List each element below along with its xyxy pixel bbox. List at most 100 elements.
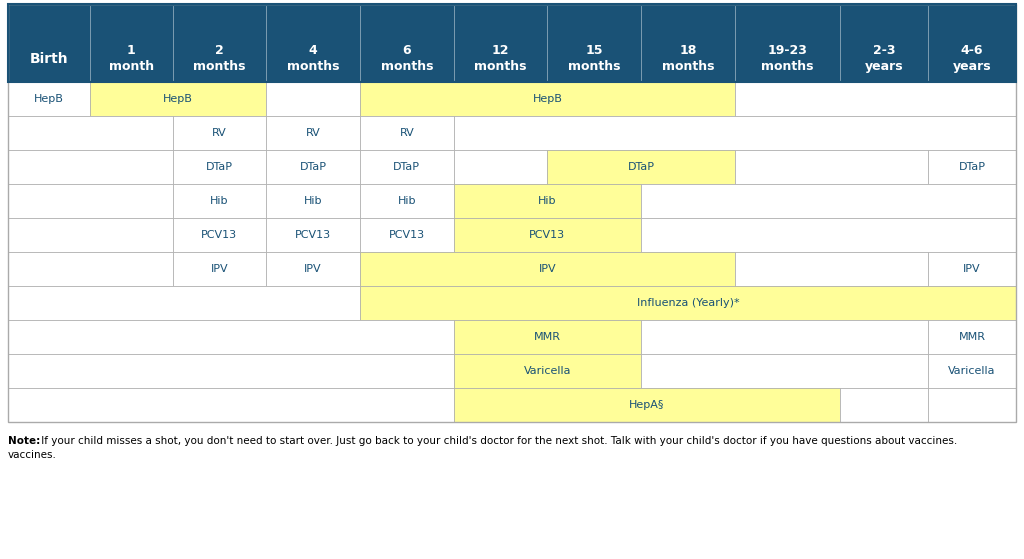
Text: vaccines.: vaccines. xyxy=(8,450,57,460)
Text: MMR: MMR xyxy=(534,332,561,342)
Text: 4: 4 xyxy=(309,44,317,58)
Bar xyxy=(8,218,173,252)
Bar xyxy=(641,218,1016,252)
Text: If your child misses a shot, you don't need to start over. Just go back to your : If your child misses a shot, you don't n… xyxy=(38,436,957,446)
Text: 1: 1 xyxy=(127,44,136,58)
Text: Hib: Hib xyxy=(539,196,557,206)
Bar xyxy=(454,354,641,388)
Text: 2-3: 2-3 xyxy=(872,44,895,58)
Text: IPV: IPV xyxy=(211,264,228,274)
Text: Varicella: Varicella xyxy=(523,366,571,376)
Text: Hib: Hib xyxy=(210,196,228,206)
Text: DTaP: DTaP xyxy=(628,162,654,172)
Bar xyxy=(928,320,1016,354)
Bar xyxy=(454,116,1016,150)
Bar xyxy=(360,286,1016,320)
Bar xyxy=(8,82,90,116)
Bar xyxy=(8,4,1016,82)
Bar xyxy=(360,116,454,150)
Bar xyxy=(8,320,454,354)
Bar xyxy=(173,218,266,252)
Text: IPV: IPV xyxy=(539,264,556,274)
Bar xyxy=(8,184,173,218)
Text: years: years xyxy=(952,60,991,73)
Text: DTaP: DTaP xyxy=(393,162,421,172)
Text: DTaP: DTaP xyxy=(958,162,985,172)
Text: years: years xyxy=(864,60,903,73)
Bar xyxy=(360,218,454,252)
Bar xyxy=(266,82,360,116)
Text: months: months xyxy=(194,60,246,73)
Bar xyxy=(928,354,1016,388)
Bar xyxy=(266,116,360,150)
Bar xyxy=(90,82,266,116)
Text: IPV: IPV xyxy=(964,264,981,274)
Text: IPV: IPV xyxy=(304,264,322,274)
Bar xyxy=(8,4,1016,422)
Bar xyxy=(8,4,1016,82)
Bar xyxy=(173,116,266,150)
Bar xyxy=(641,320,928,354)
Bar xyxy=(735,150,928,184)
Bar xyxy=(641,354,928,388)
Bar xyxy=(173,252,266,286)
Bar xyxy=(266,252,360,286)
Bar xyxy=(8,286,360,320)
Bar xyxy=(266,184,360,218)
Text: 6: 6 xyxy=(402,44,412,58)
Text: 2: 2 xyxy=(215,44,224,58)
Bar xyxy=(454,320,641,354)
Text: Influenza (Yearly)*: Influenza (Yearly)* xyxy=(637,298,739,308)
Bar xyxy=(928,150,1016,184)
Text: 15: 15 xyxy=(586,44,603,58)
Text: Birth: Birth xyxy=(30,51,69,65)
Text: months: months xyxy=(474,60,526,73)
Text: months: months xyxy=(568,60,621,73)
Bar xyxy=(735,82,1016,116)
Bar xyxy=(8,354,454,388)
Text: months: months xyxy=(662,60,715,73)
Bar xyxy=(173,184,266,218)
Text: Hib: Hib xyxy=(304,196,323,206)
Bar xyxy=(735,252,928,286)
Text: 12: 12 xyxy=(492,44,509,58)
Text: DTaP: DTaP xyxy=(206,162,232,172)
Text: RV: RV xyxy=(399,128,415,138)
Text: DTaP: DTaP xyxy=(300,162,327,172)
Text: PCV13: PCV13 xyxy=(389,230,425,240)
Bar xyxy=(641,184,1016,218)
Bar xyxy=(454,388,840,422)
Bar xyxy=(8,150,173,184)
Bar xyxy=(548,150,735,184)
Text: 4-6: 4-6 xyxy=(961,44,983,58)
Bar xyxy=(840,388,928,422)
Text: PCV13: PCV13 xyxy=(295,230,331,240)
Bar xyxy=(266,150,360,184)
Bar xyxy=(360,150,454,184)
Text: RV: RV xyxy=(212,128,226,138)
Bar xyxy=(266,218,360,252)
Bar xyxy=(8,388,454,422)
Text: HepB: HepB xyxy=(164,94,194,104)
Text: MMR: MMR xyxy=(958,332,985,342)
Text: months: months xyxy=(287,60,339,73)
Text: 18: 18 xyxy=(679,44,696,58)
Text: month: month xyxy=(109,60,154,73)
Text: RV: RV xyxy=(306,128,321,138)
Bar xyxy=(454,184,641,218)
Text: Hib: Hib xyxy=(397,196,416,206)
Bar xyxy=(360,184,454,218)
Bar xyxy=(8,116,173,150)
Text: Note:: Note: xyxy=(8,436,40,446)
Bar xyxy=(173,150,266,184)
Text: PCV13: PCV13 xyxy=(529,230,565,240)
Text: 19-23: 19-23 xyxy=(768,44,807,58)
Bar xyxy=(360,82,735,116)
Text: PCV13: PCV13 xyxy=(202,230,238,240)
Bar xyxy=(454,218,641,252)
Text: HepB: HepB xyxy=(532,94,562,104)
Bar xyxy=(928,388,1016,422)
Text: Varicella: Varicella xyxy=(948,366,995,376)
Text: months: months xyxy=(761,60,814,73)
Text: months: months xyxy=(381,60,433,73)
